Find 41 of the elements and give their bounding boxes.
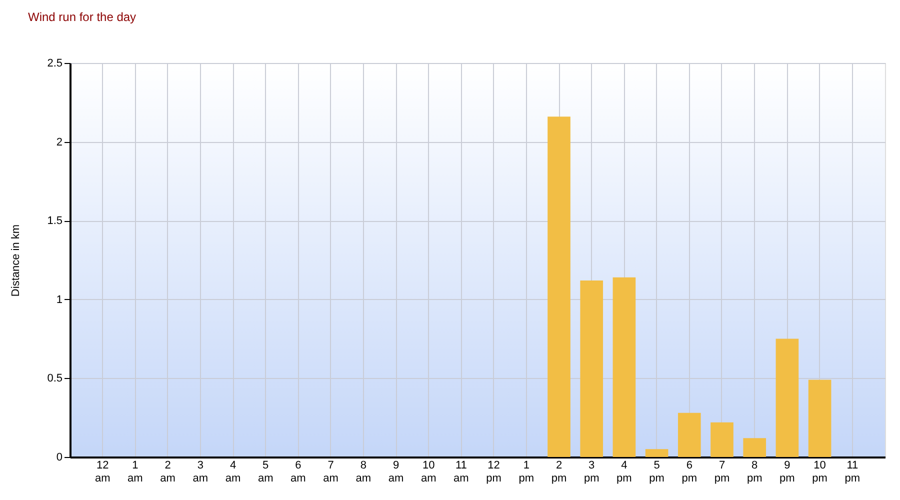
x-tick-label: 7 pm: [714, 460, 730, 484]
y-tick-label: 1: [56, 294, 62, 306]
x-tick-label: 4 am: [225, 460, 241, 484]
x-tick-label: 11 am: [454, 460, 469, 484]
y-tick-label: 0.5: [47, 372, 62, 385]
x-tick-label: 8 am: [356, 460, 372, 484]
y-axis-title: Distance in km: [10, 224, 22, 297]
bar: [548, 116, 570, 457]
x-tick-label: 5 pm: [649, 460, 664, 484]
bar: [710, 422, 734, 457]
x-tick-label: 5 am: [258, 460, 274, 484]
bar: [580, 280, 604, 457]
x-tick-label: 12 am: [94, 460, 110, 484]
x-tick-label: 1 am: [128, 460, 143, 484]
y-tick-label: 0: [56, 452, 62, 464]
x-tick-label: 3 am: [192, 460, 208, 484]
x-tick-label: 3 pm: [584, 460, 600, 484]
x-tick-label: 2 am: [160, 460, 176, 484]
x-tick-label: 10 pm: [812, 460, 828, 484]
bar: [678, 412, 701, 457]
bar: [808, 380, 832, 457]
chart-title: Wind run for the day: [28, 10, 136, 24]
bar: [612, 277, 636, 457]
x-tick-label: 6 pm: [682, 460, 698, 484]
x-tick-label: 2 pm: [551, 460, 567, 484]
x-tick-label: 10 am: [420, 460, 436, 484]
x-tick-label: 12 pm: [486, 460, 502, 484]
y-tick-label: 2: [56, 136, 62, 148]
x-tick-label: 8 pm: [746, 460, 762, 484]
bar: [645, 449, 668, 457]
y-tick-label: 1.5: [47, 215, 62, 228]
bar: [743, 438, 766, 457]
x-tick-label: 9 am: [388, 460, 404, 484]
x-tick-label: 4 pm: [616, 460, 632, 484]
x-tick-label: 11 pm: [844, 460, 860, 484]
y-tick-label: 2.5: [47, 58, 62, 70]
bar: [776, 338, 799, 457]
x-tick-label: 6 am: [290, 460, 306, 484]
x-tick-label: 7 am: [323, 460, 338, 484]
x-tick-label: 9 pm: [780, 460, 795, 484]
x-tick-label: 1 pm: [518, 460, 534, 484]
